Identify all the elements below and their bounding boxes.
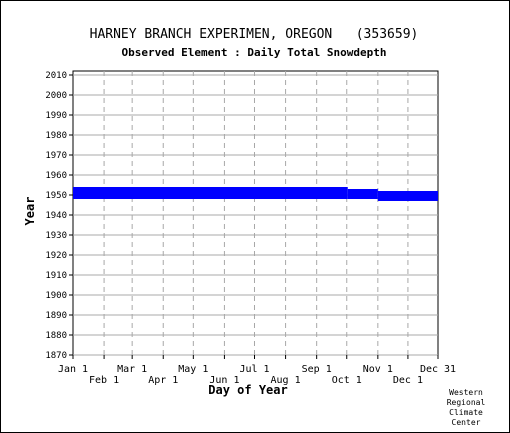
y-tick-label: 1920 — [45, 251, 67, 261]
y-tick-label: 1870 — [45, 351, 67, 361]
x-tick-label: Nov 1 — [363, 364, 393, 375]
x-tick-label: Jan 1 — [58, 364, 88, 375]
x-tick-label: Dec 1 — [393, 375, 423, 386]
y-tick-label: 1930 — [45, 231, 67, 241]
x-tick-label: Dec 31 — [420, 364, 456, 375]
x-tick-label: May 1 — [178, 364, 208, 375]
y-tick-label: 1940 — [45, 211, 67, 221]
x-tick-label: Sep 1 — [302, 364, 332, 375]
y-tick-label: 1890 — [45, 311, 67, 321]
x-tick-label: Oct 1 — [332, 375, 362, 386]
y-tick-label: 1960 — [45, 171, 67, 181]
y-tick-label: 1880 — [45, 331, 67, 341]
x-tick-label: Mar 1 — [117, 364, 147, 375]
data-band — [377, 191, 438, 201]
y-tick-label: 2010 — [45, 71, 67, 81]
x-tick-label: Jun 1 — [209, 375, 239, 386]
credit-line: Center — [451, 418, 481, 427]
y-tick-label: 1950 — [45, 191, 67, 201]
chart-subtitle: Observed Element : Daily Total Snowdepth — [122, 46, 387, 59]
y-tick-label: 2000 — [45, 91, 67, 101]
data-band — [73, 187, 348, 199]
x-tick-label: Aug 1 — [271, 375, 301, 386]
x-axis-label: Day of Year — [208, 383, 287, 397]
chart-title: HARNEY BRANCH EXPERIMEN, OREGON (353659) — [90, 27, 419, 42]
y-tick-label: 1990 — [45, 111, 67, 121]
plot-border — [72, 70, 439, 356]
y-tick-label: 1970 — [45, 151, 67, 161]
credit-line: Western — [449, 388, 483, 397]
credit-block: Western Regional Climate Center — [431, 388, 501, 428]
x-tick-label: Feb 1 — [89, 375, 119, 386]
y-axis-label: Year — [23, 197, 37, 226]
credit-line: Regional — [446, 398, 486, 407]
data-band — [347, 189, 378, 199]
y-tick-label: 1900 — [45, 291, 67, 301]
plot-area: 2010 2000 1990 1980 1970 1960 1950 1940 1930 1920… — [45, 70, 456, 386]
credit-line: Climate — [449, 408, 483, 417]
y-tick-label: 1910 — [45, 271, 67, 281]
x-tick-label: Jul 1 — [239, 364, 269, 375]
y-tick-label: 1980 — [45, 131, 67, 141]
x-tick-label: Apr 1 — [148, 375, 178, 386]
